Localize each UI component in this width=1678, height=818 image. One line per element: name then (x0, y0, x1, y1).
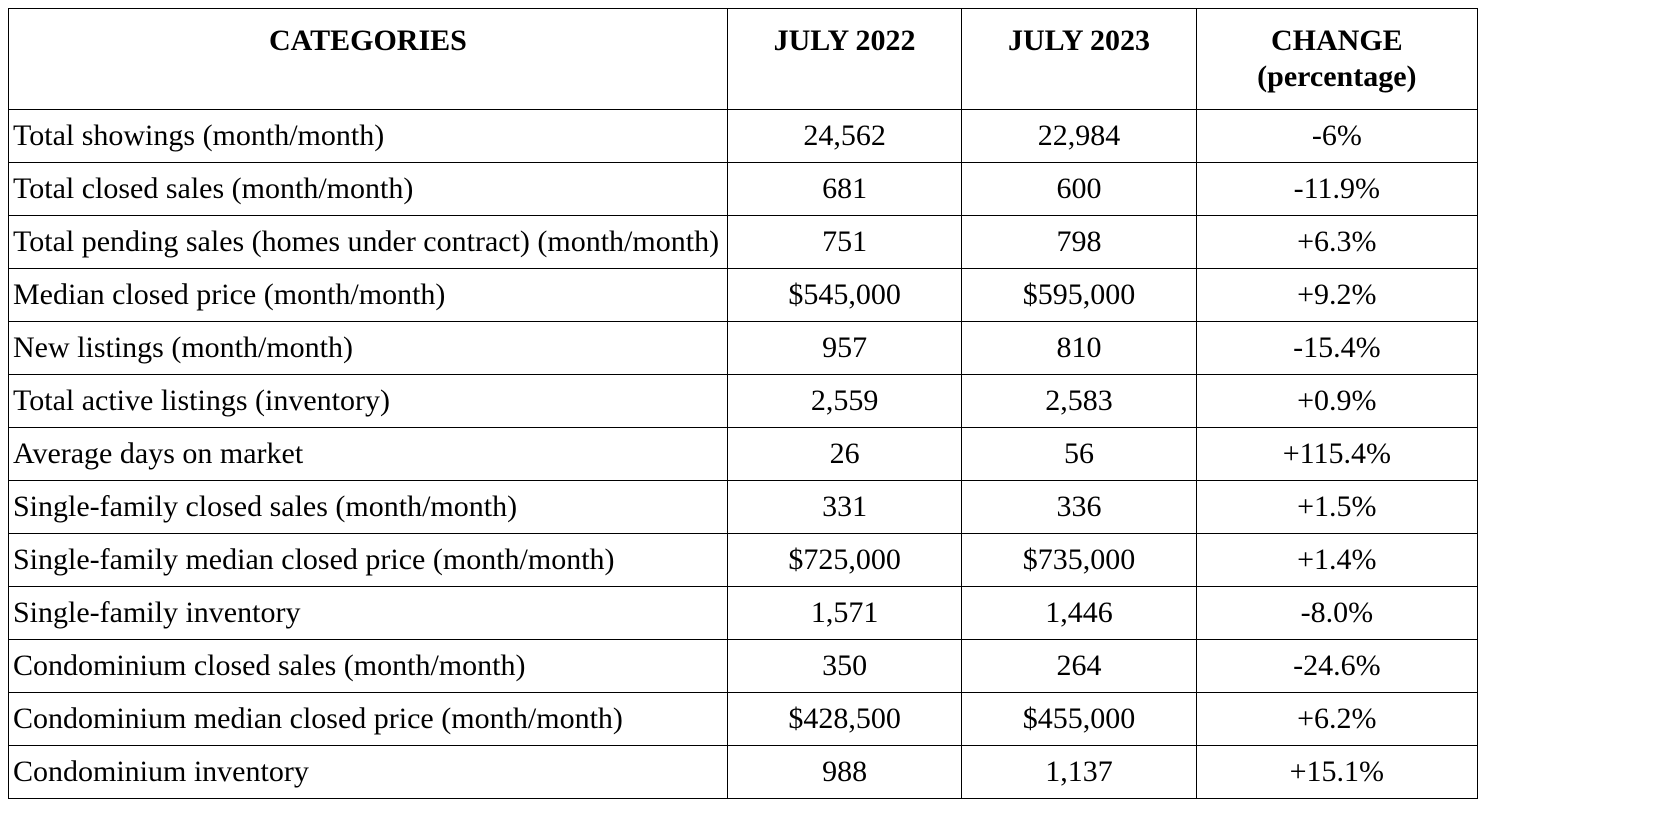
table-row: Total pending sales (homes under contrac… (9, 216, 1478, 269)
cell-change: +0.9% (1196, 375, 1477, 428)
header-row: CATEGORIES JULY 2022 JULY 2023 CHANGE (p… (9, 9, 1478, 110)
cell-category: Average days on market (9, 428, 728, 481)
cell-2022: 957 (727, 322, 961, 375)
cell-change: -11.9% (1196, 163, 1477, 216)
table-row: Condominium median closed price (month/m… (9, 693, 1478, 746)
header-change: CHANGE (percentage) (1196, 9, 1477, 110)
cell-2022: $545,000 (727, 269, 961, 322)
cell-2023: $595,000 (962, 269, 1196, 322)
cell-category: Total pending sales (homes under contrac… (9, 216, 728, 269)
cell-change: -15.4% (1196, 322, 1477, 375)
table-row: Total showings (month/month) 24,562 22,9… (9, 110, 1478, 163)
table-row: Single-family inventory 1,571 1,446 -8.0… (9, 587, 1478, 640)
cell-2023: 264 (962, 640, 1196, 693)
cell-2023: 600 (962, 163, 1196, 216)
cell-change: +6.3% (1196, 216, 1477, 269)
cell-category: Condominium median closed price (month/m… (9, 693, 728, 746)
cell-2023: 1,446 (962, 587, 1196, 640)
table-row: Total active listings (inventory) 2,559 … (9, 375, 1478, 428)
cell-category: Condominium closed sales (month/month) (9, 640, 728, 693)
cell-category: New listings (month/month) (9, 322, 728, 375)
table-row: Average days on market 26 56 +115.4% (9, 428, 1478, 481)
header-july-2023: JULY 2023 (962, 9, 1196, 110)
cell-category: Total showings (month/month) (9, 110, 728, 163)
cell-2023: 22,984 (962, 110, 1196, 163)
cell-2023: 336 (962, 481, 1196, 534)
cell-2023: 810 (962, 322, 1196, 375)
cell-change: +6.2% (1196, 693, 1477, 746)
table-row: Condominium closed sales (month/month) 3… (9, 640, 1478, 693)
header-categories: CATEGORIES (9, 9, 728, 110)
cell-2023: $455,000 (962, 693, 1196, 746)
cell-2022: 24,562 (727, 110, 961, 163)
cell-2023: 2,583 (962, 375, 1196, 428)
cell-2023: 798 (962, 216, 1196, 269)
table-row: Single-family median closed price (month… (9, 534, 1478, 587)
cell-change: -24.6% (1196, 640, 1477, 693)
cell-category: Single-family closed sales (month/month) (9, 481, 728, 534)
table-row: New listings (month/month) 957 810 -15.4… (9, 322, 1478, 375)
cell-change: +9.2% (1196, 269, 1477, 322)
cell-2022: 331 (727, 481, 961, 534)
cell-2022: 2,559 (727, 375, 961, 428)
cell-2023: $735,000 (962, 534, 1196, 587)
header-july-2022: JULY 2022 (727, 9, 961, 110)
table-header: CATEGORIES JULY 2022 JULY 2023 CHANGE (p… (9, 9, 1478, 110)
cell-2022: 350 (727, 640, 961, 693)
cell-category: Median closed price (month/month) (9, 269, 728, 322)
cell-category: Single-family median closed price (month… (9, 534, 728, 587)
table-row: Single-family closed sales (month/month)… (9, 481, 1478, 534)
cell-2022: $428,500 (727, 693, 961, 746)
cell-2022: 751 (727, 216, 961, 269)
table-body: Total showings (month/month) 24,562 22,9… (9, 110, 1478, 799)
cell-2022: 988 (727, 746, 961, 799)
cell-change: +15.1% (1196, 746, 1477, 799)
cell-category: Total closed sales (month/month) (9, 163, 728, 216)
cell-change: -6% (1196, 110, 1477, 163)
cell-2022: 26 (727, 428, 961, 481)
cell-2023: 1,137 (962, 746, 1196, 799)
cell-category: Condominium inventory (9, 746, 728, 799)
table-row: Median closed price (month/month) $545,0… (9, 269, 1478, 322)
cell-2022: 1,571 (727, 587, 961, 640)
table-row: Total closed sales (month/month) 681 600… (9, 163, 1478, 216)
cell-2022: 681 (727, 163, 961, 216)
cell-2023: 56 (962, 428, 1196, 481)
cell-category: Single-family inventory (9, 587, 728, 640)
table-row: Condominium inventory 988 1,137 +15.1% (9, 746, 1478, 799)
cell-2022: $725,000 (727, 534, 961, 587)
data-table: CATEGORIES JULY 2022 JULY 2023 CHANGE (p… (8, 8, 1478, 799)
cell-category: Total active listings (inventory) (9, 375, 728, 428)
cell-change: -8.0% (1196, 587, 1477, 640)
cell-change: +1.4% (1196, 534, 1477, 587)
cell-change: +1.5% (1196, 481, 1477, 534)
cell-change: +115.4% (1196, 428, 1477, 481)
